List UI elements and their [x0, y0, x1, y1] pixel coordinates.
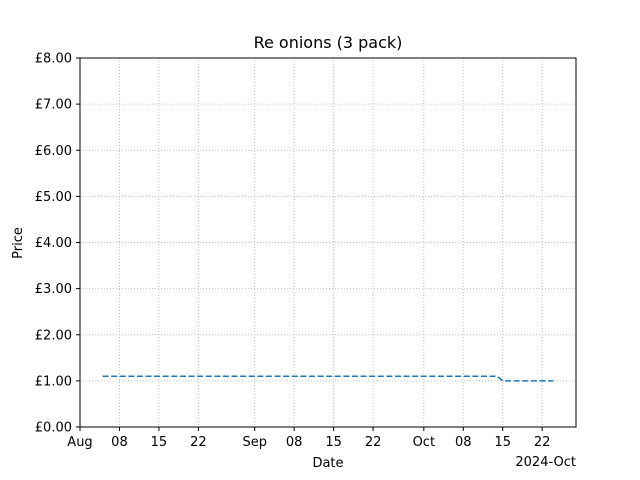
x-tick-label: 15	[494, 435, 511, 450]
y-tick-label: £6.00	[35, 144, 72, 159]
y-tick-label: £0.00	[35, 421, 72, 436]
chart-title: Re onions (3 pack)	[254, 33, 403, 52]
y-tick-label: £4.00	[35, 236, 72, 251]
y-tick-label: £8.00	[35, 52, 72, 67]
y-tick-label: £1.00	[35, 374, 72, 389]
x-tick-label: 08	[111, 435, 128, 450]
x-offset-label: 2024-Oct	[515, 455, 576, 470]
x-tick-label: Aug	[67, 435, 92, 450]
y-tick-label: £7.00	[35, 98, 72, 113]
ticks	[76, 57, 543, 431]
tick-labels: Aug 08 15 22 Sep 08 15 22 Oct 08 15 22 £0.00 £1.00 £2.…	[35, 52, 551, 451]
x-tick-label: 22	[365, 435, 382, 450]
y-axis-label: Price	[11, 227, 26, 259]
x-axis-label: Date	[312, 456, 343, 471]
x-tick-label: 15	[325, 435, 342, 450]
x-tick-label: 22	[190, 435, 207, 450]
y-tick-label: £2.00	[35, 328, 72, 343]
x-tick-label: 08	[455, 435, 472, 450]
series-group	[102, 375, 554, 382]
x-tick-label: Sep	[242, 435, 267, 450]
y-tick-label: £5.00	[35, 190, 72, 205]
series-line	[102, 375, 554, 382]
x-tick-label: 22	[534, 435, 551, 450]
x-tick-label: 15	[151, 435, 168, 450]
x-tick-label: 08	[286, 435, 303, 450]
y-tick-label: £3.00	[35, 282, 72, 297]
x-tick-label: Oct	[413, 435, 435, 450]
